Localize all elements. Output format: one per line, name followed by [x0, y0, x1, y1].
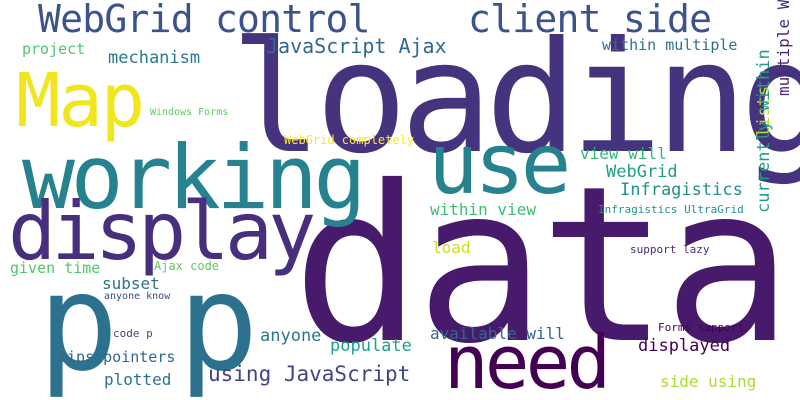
- word-ajax-code: Ajax code: [154, 259, 220, 273]
- word-client-side: client side: [468, 0, 712, 41]
- word-support-lazy: support lazy: [630, 243, 710, 256]
- word-multiple-webgrids: multiple WebGrids: [774, 0, 793, 96]
- word-subset: subset: [102, 274, 160, 293]
- word-p-2: p: [178, 245, 259, 400]
- word-anyone: anyone: [260, 326, 322, 346]
- word-p-1: p: [38, 245, 119, 400]
- word-view-will: view will: [580, 144, 667, 163]
- word-display: display: [8, 185, 316, 278]
- word-within-multiple: within multiple: [602, 36, 738, 54]
- word-currently-within: currently within: [754, 49, 774, 213]
- word-available-will: available will: [430, 324, 565, 343]
- word-javascript-ajax: JavaScript Ajax: [266, 34, 447, 58]
- word-webgrid: WebGrid: [606, 162, 678, 182]
- word-within-view: within view: [430, 200, 536, 219]
- word-given-time: given time: [10, 259, 101, 277]
- word-webgrid-control: WebGrid control: [38, 0, 371, 41]
- word-working: working: [22, 126, 366, 229]
- word-code-p: code p: [113, 327, 153, 340]
- word-loading: loading: [230, 9, 800, 188]
- word-displayed: displayed: [638, 336, 731, 356]
- word-mechanism: mechanism: [108, 48, 201, 68]
- word-infragistics: Infragistics: [620, 180, 743, 200]
- word-use: use: [428, 115, 571, 213]
- word-data: data: [292, 140, 793, 391]
- word-tips-pointers: tips pointers: [58, 348, 176, 366]
- word-using-javascript: using JavaScript: [208, 362, 411, 386]
- word-need: need: [444, 320, 611, 400]
- word-populate: populate: [330, 336, 412, 356]
- word-side-using: side using: [660, 372, 757, 391]
- word-infragistics-ultragrid: Infragistics UltraGrid: [598, 203, 744, 216]
- word-load: load: [432, 238, 471, 257]
- word-forms-support: Forms support: [658, 321, 745, 334]
- word-map: Map: [16, 58, 145, 144]
- word-plotted: plotted: [104, 370, 172, 389]
- word-anyone-know: anyone know: [104, 291, 171, 302]
- word-windows-forms: Windows Forms: [150, 107, 229, 118]
- word-webgrid-completely: WebGrid completely: [284, 133, 415, 147]
- word-project: project: [22, 40, 86, 58]
